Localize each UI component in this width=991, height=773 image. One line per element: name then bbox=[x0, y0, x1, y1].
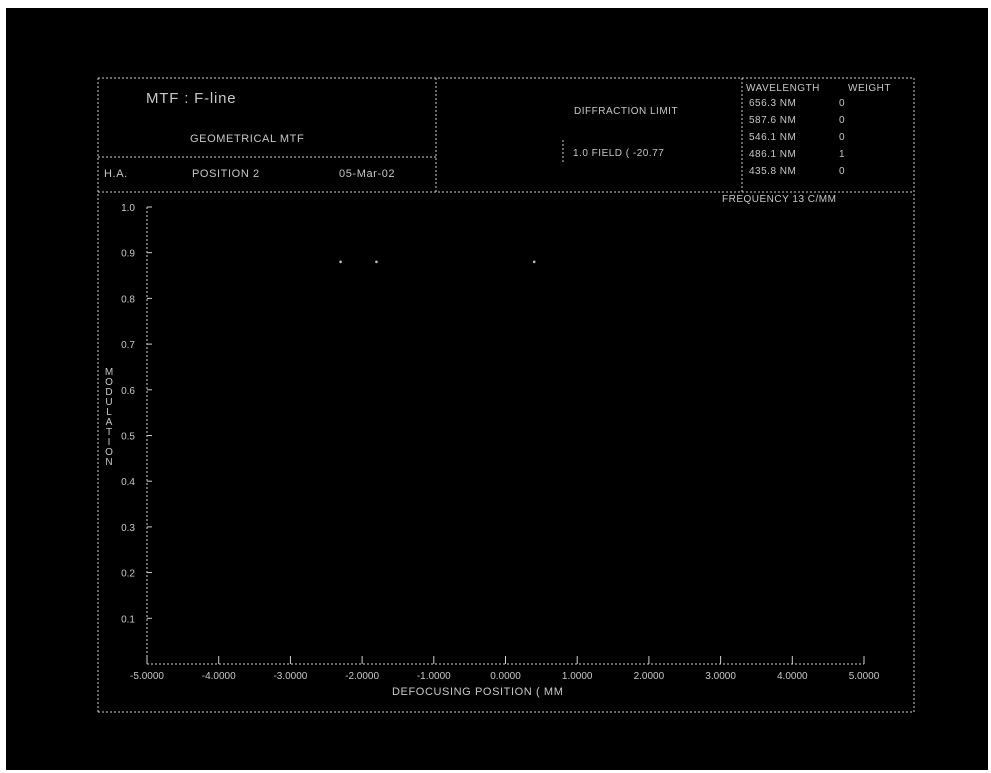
weight-3: 0 bbox=[839, 132, 846, 143]
wavelength-header: WAVELENGTH bbox=[746, 83, 820, 94]
wavelength-2: 587.6 NM bbox=[749, 115, 797, 126]
weight-header: WEIGHT bbox=[848, 83, 891, 94]
chart-title: MTF : F-line bbox=[146, 90, 237, 107]
date-label: 05-Mar-02 bbox=[339, 168, 396, 180]
y-tick-label: 0.5 bbox=[121, 432, 135, 443]
diffraction-limit-label: DIFFRACTION LIMIT bbox=[574, 106, 679, 117]
x-tick-label: 0.0000 bbox=[490, 671, 521, 682]
x-tick-label: 3.0000 bbox=[705, 671, 736, 682]
y-tick-label: 0.6 bbox=[121, 386, 135, 397]
data-point bbox=[375, 260, 378, 264]
y-tick-label: 0.8 bbox=[121, 294, 135, 305]
x-tick-label: 2.0000 bbox=[634, 671, 665, 682]
weight-4: 1 bbox=[839, 149, 846, 160]
frequency-label: FREQUENCY 13 C/MM bbox=[722, 194, 837, 205]
plot-panel bbox=[6, 8, 988, 770]
x-tick-label: 1.0000 bbox=[562, 671, 593, 682]
x-tick-label: -1.0000 bbox=[417, 671, 451, 682]
x-tick-label: -3.0000 bbox=[273, 671, 307, 682]
x-tick-label: 4.0000 bbox=[777, 671, 808, 682]
y-tick-label: 1.0 bbox=[121, 203, 135, 214]
data-point bbox=[339, 260, 342, 264]
y-tick-label: 0.7 bbox=[121, 340, 135, 351]
y-tick-label: 0.4 bbox=[121, 477, 135, 488]
wavelength-5: 435.8 NM bbox=[749, 166, 797, 177]
weight-5: 0 bbox=[839, 166, 846, 177]
x-tick-label: 5.0000 bbox=[849, 671, 880, 682]
position-label: POSITION 2 bbox=[192, 168, 260, 180]
y-tick-label: 0.9 bbox=[121, 249, 135, 260]
field-label: 1.0 FIELD ( -20.77 bbox=[573, 148, 665, 159]
chart-subtitle: GEOMETRICAL MTF bbox=[190, 133, 305, 145]
y-tick-label: 0.2 bbox=[121, 569, 135, 580]
weight-2: 0 bbox=[839, 115, 846, 126]
wavelength-4: 486.1 NM bbox=[749, 149, 797, 160]
wavelength-3: 546.1 NM bbox=[749, 132, 797, 143]
x-tick-label: -4.0000 bbox=[202, 671, 236, 682]
x-tick-label: -5.0000 bbox=[130, 671, 164, 682]
y-tick-label: 0.3 bbox=[121, 523, 135, 534]
company-label: H.A. bbox=[104, 168, 128, 180]
y-tick-label: 0.1 bbox=[121, 614, 135, 625]
data-point bbox=[532, 260, 536, 264]
wavelength-1: 656.3 NM bbox=[749, 98, 797, 109]
weight-1: 0 bbox=[839, 98, 846, 109]
x-axis-label: DEFOCUSING POSITION ( MM bbox=[392, 686, 564, 698]
x-tick-label: -2.0000 bbox=[345, 671, 379, 682]
